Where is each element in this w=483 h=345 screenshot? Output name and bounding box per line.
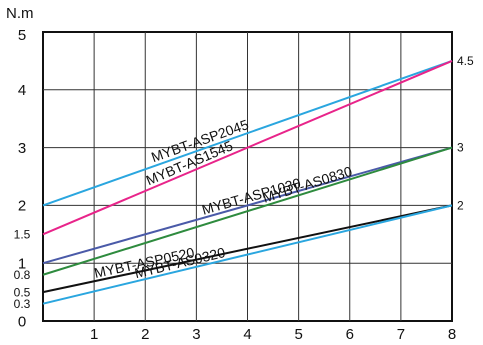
right-value-label: 3 xyxy=(457,141,464,155)
x-tick-label: 6 xyxy=(346,326,354,343)
series-line xyxy=(42,146,453,276)
right-tick-labels: 4.5 3 2 xyxy=(457,54,474,212)
y-tick-label: 3 xyxy=(18,140,26,157)
y-tick-label: 0.5 xyxy=(14,285,31,299)
y-tick-label: 0.3 xyxy=(14,297,31,311)
series-line xyxy=(42,146,453,265)
y-tick-label: 1 xyxy=(18,255,26,272)
series-labels: MYBT-ASP2045MYBT-AS1545MYBT-ASP1030MYBT-… xyxy=(93,116,354,281)
x-tick-label: 8 xyxy=(448,326,456,343)
y-tick-label: 1.5 xyxy=(14,228,31,242)
y-tick-label: 4 xyxy=(18,82,26,99)
series-line xyxy=(42,59,453,207)
x-tick-label: 5 xyxy=(294,326,302,343)
y-tick-label: 5 xyxy=(18,27,26,44)
series-lines xyxy=(42,59,453,305)
series-line xyxy=(42,204,453,294)
series-line xyxy=(42,204,453,305)
x-tick-label: 3 xyxy=(192,326,200,343)
y-tick-label: 0.8 xyxy=(14,268,31,282)
x-tick-label: 1 xyxy=(90,326,98,343)
y-tick-label: 2 xyxy=(18,198,26,215)
y-tick-label: 0 xyxy=(18,313,26,330)
x-tick-label: 7 xyxy=(397,326,405,343)
right-value-label: 4.5 xyxy=(457,54,474,68)
y-tick-labels: 5 4 3 2 1.5 10.8 0.50.3 0 xyxy=(14,27,31,330)
y-axis-label: N.m xyxy=(6,5,34,22)
right-value-label: 2 xyxy=(457,198,464,212)
x-tick-label: 2 xyxy=(141,326,149,343)
x-tick-labels: 1 2 3 4 5 6 7 8 xyxy=(90,326,456,343)
x-tick-label: 4 xyxy=(243,326,251,343)
series-line xyxy=(42,59,453,236)
